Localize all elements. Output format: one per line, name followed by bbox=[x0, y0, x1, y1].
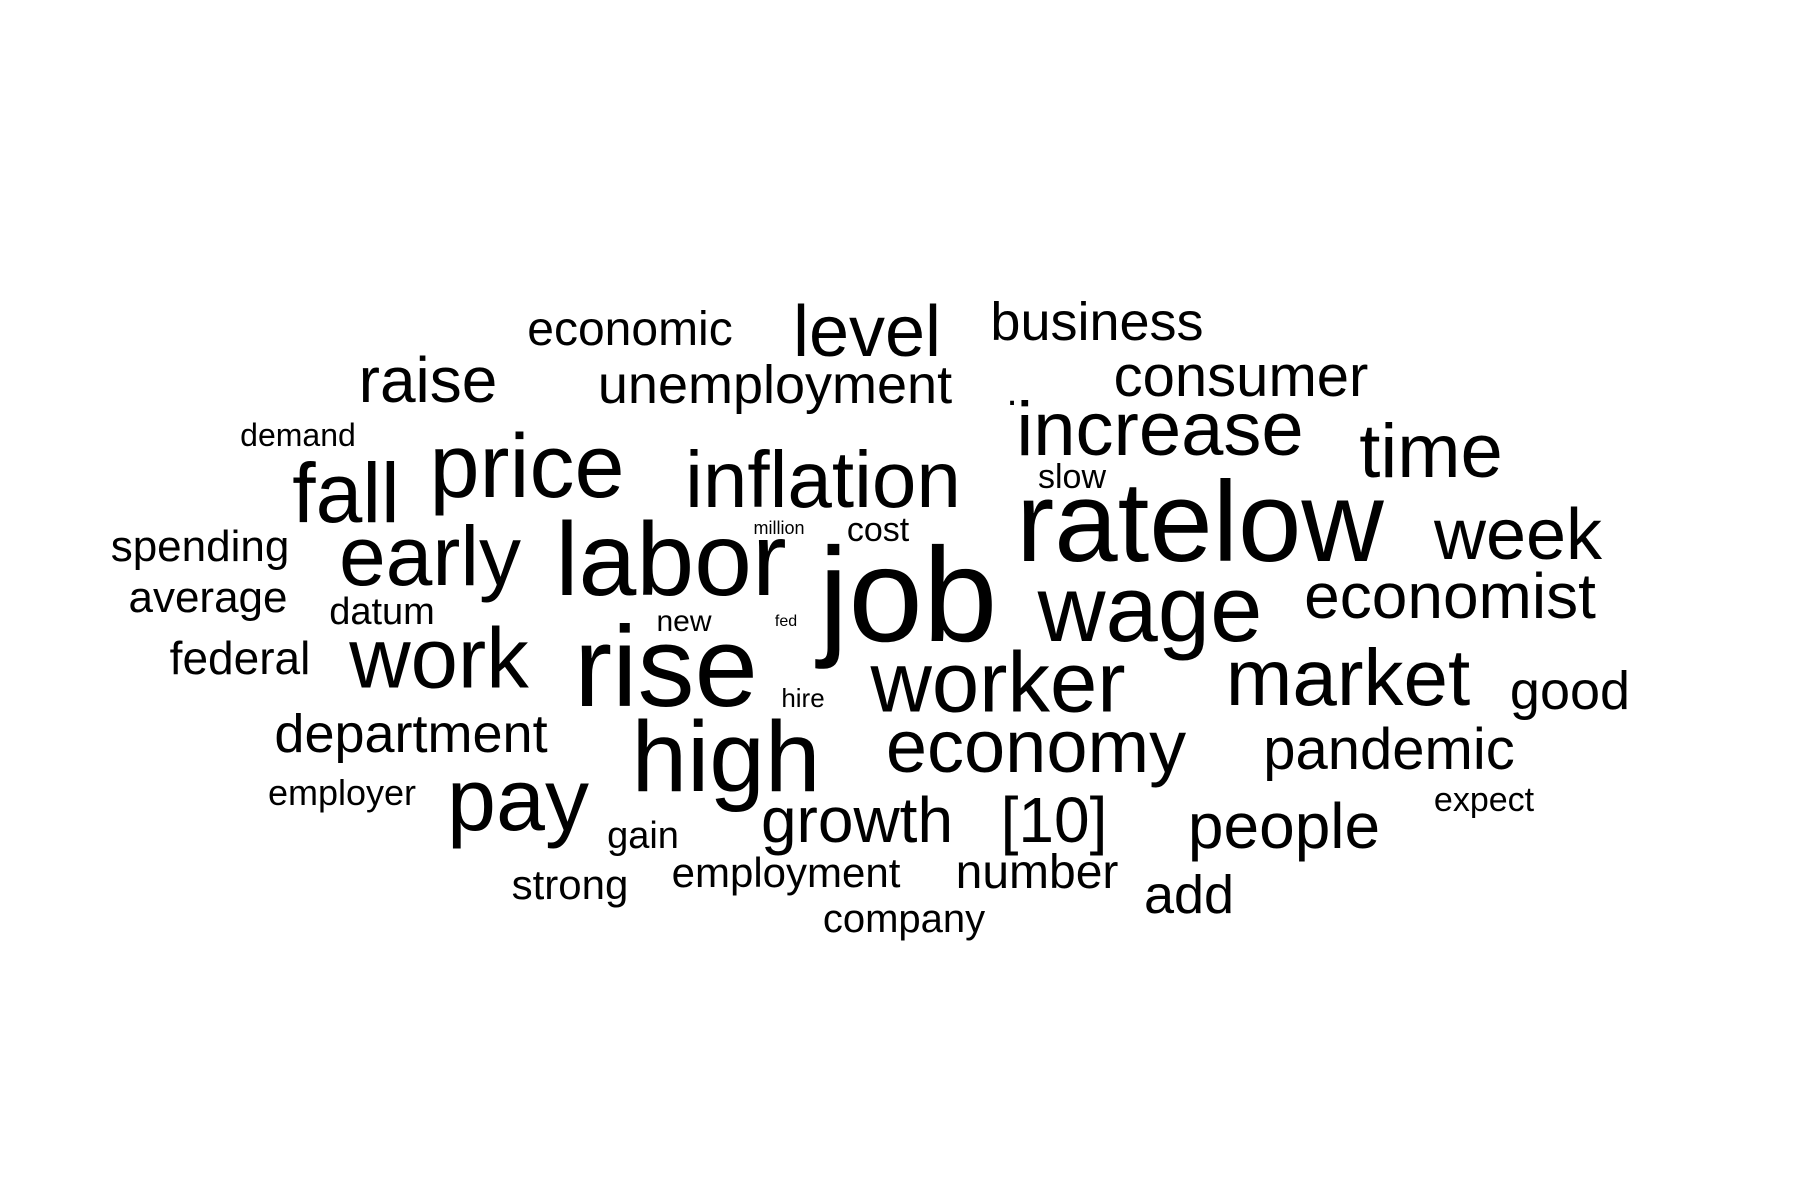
word-labor: labor bbox=[555, 502, 787, 618]
word-pay: pay bbox=[447, 750, 589, 849]
word-increase: increase bbox=[1016, 387, 1304, 472]
word-dot: . bbox=[1006, 370, 1018, 414]
word-early: early bbox=[338, 509, 522, 603]
word-spending: spending bbox=[110, 522, 290, 571]
word-rise: rise bbox=[574, 604, 758, 731]
word-federal: federal bbox=[169, 632, 311, 684]
word-inflation: inflation bbox=[685, 435, 961, 524]
word-strong: strong bbox=[511, 861, 629, 908]
word-price: price bbox=[429, 417, 625, 517]
word-high: high bbox=[631, 701, 821, 813]
word-employment: employment bbox=[671, 849, 901, 896]
word-gain: gain bbox=[607, 815, 679, 857]
word-unemployment: unemployment bbox=[597, 355, 953, 415]
word-wage: wage bbox=[1037, 556, 1263, 661]
word-worker: worker bbox=[870, 635, 1126, 731]
word-fall: fall bbox=[292, 446, 400, 540]
word-consumer: consumer bbox=[1113, 344, 1369, 409]
word-pandemic: pandemic bbox=[1263, 717, 1515, 782]
word-datum: datum bbox=[329, 591, 435, 633]
word-number: number bbox=[955, 846, 1119, 899]
word-company: company bbox=[822, 897, 986, 941]
word-raise: raise bbox=[358, 344, 498, 416]
word-economist: economist bbox=[1304, 560, 1596, 632]
word-growth: growth bbox=[760, 784, 954, 856]
word-fed: fed bbox=[774, 613, 798, 630]
word-expect: expect bbox=[1433, 781, 1535, 819]
word-hire: hire bbox=[781, 683, 825, 713]
word-level: level bbox=[792, 292, 942, 372]
word-new: new bbox=[656, 605, 712, 638]
word-cost: cost bbox=[846, 511, 910, 549]
word-business: business bbox=[990, 292, 1204, 352]
word-demand: demand bbox=[240, 417, 356, 453]
word-work: work bbox=[349, 611, 529, 707]
word-million: million bbox=[753, 518, 805, 538]
word-good: good bbox=[1509, 661, 1631, 721]
word-economic: economic bbox=[527, 303, 733, 356]
word-people: people bbox=[1187, 790, 1381, 862]
word-10: [10] bbox=[1000, 784, 1108, 856]
word-add: add bbox=[1143, 865, 1235, 925]
word-economy: economy bbox=[885, 705, 1187, 788]
word-department: department bbox=[274, 704, 548, 764]
word-slow: slow bbox=[1037, 458, 1107, 496]
word-market: market bbox=[1225, 633, 1471, 722]
word-week: week bbox=[1433, 495, 1603, 575]
word-job: job bbox=[818, 521, 998, 670]
word-average: average bbox=[128, 573, 288, 622]
word-ratelow: ratelow bbox=[1016, 459, 1384, 586]
word-employer: employer bbox=[267, 772, 417, 813]
word-time: time bbox=[1359, 409, 1503, 494]
